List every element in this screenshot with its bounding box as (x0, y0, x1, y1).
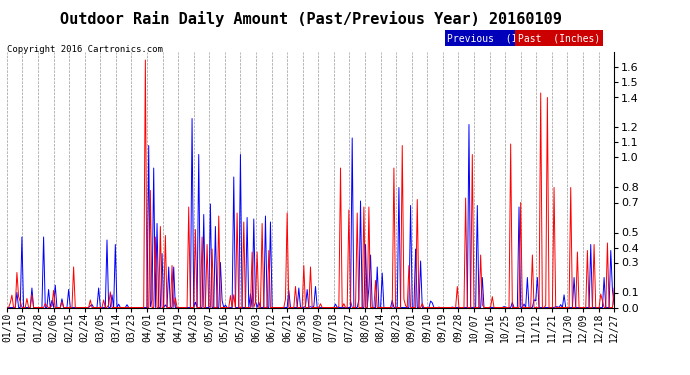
Text: Copyright 2016 Cartronics.com: Copyright 2016 Cartronics.com (7, 45, 163, 54)
Text: Outdoor Rain Daily Amount (Past/Previous Year) 20160109: Outdoor Rain Daily Amount (Past/Previous… (59, 11, 562, 27)
Text: Past  (Inches): Past (Inches) (518, 33, 600, 43)
Text: Previous  (Inches): Previous (Inches) (447, 33, 553, 43)
